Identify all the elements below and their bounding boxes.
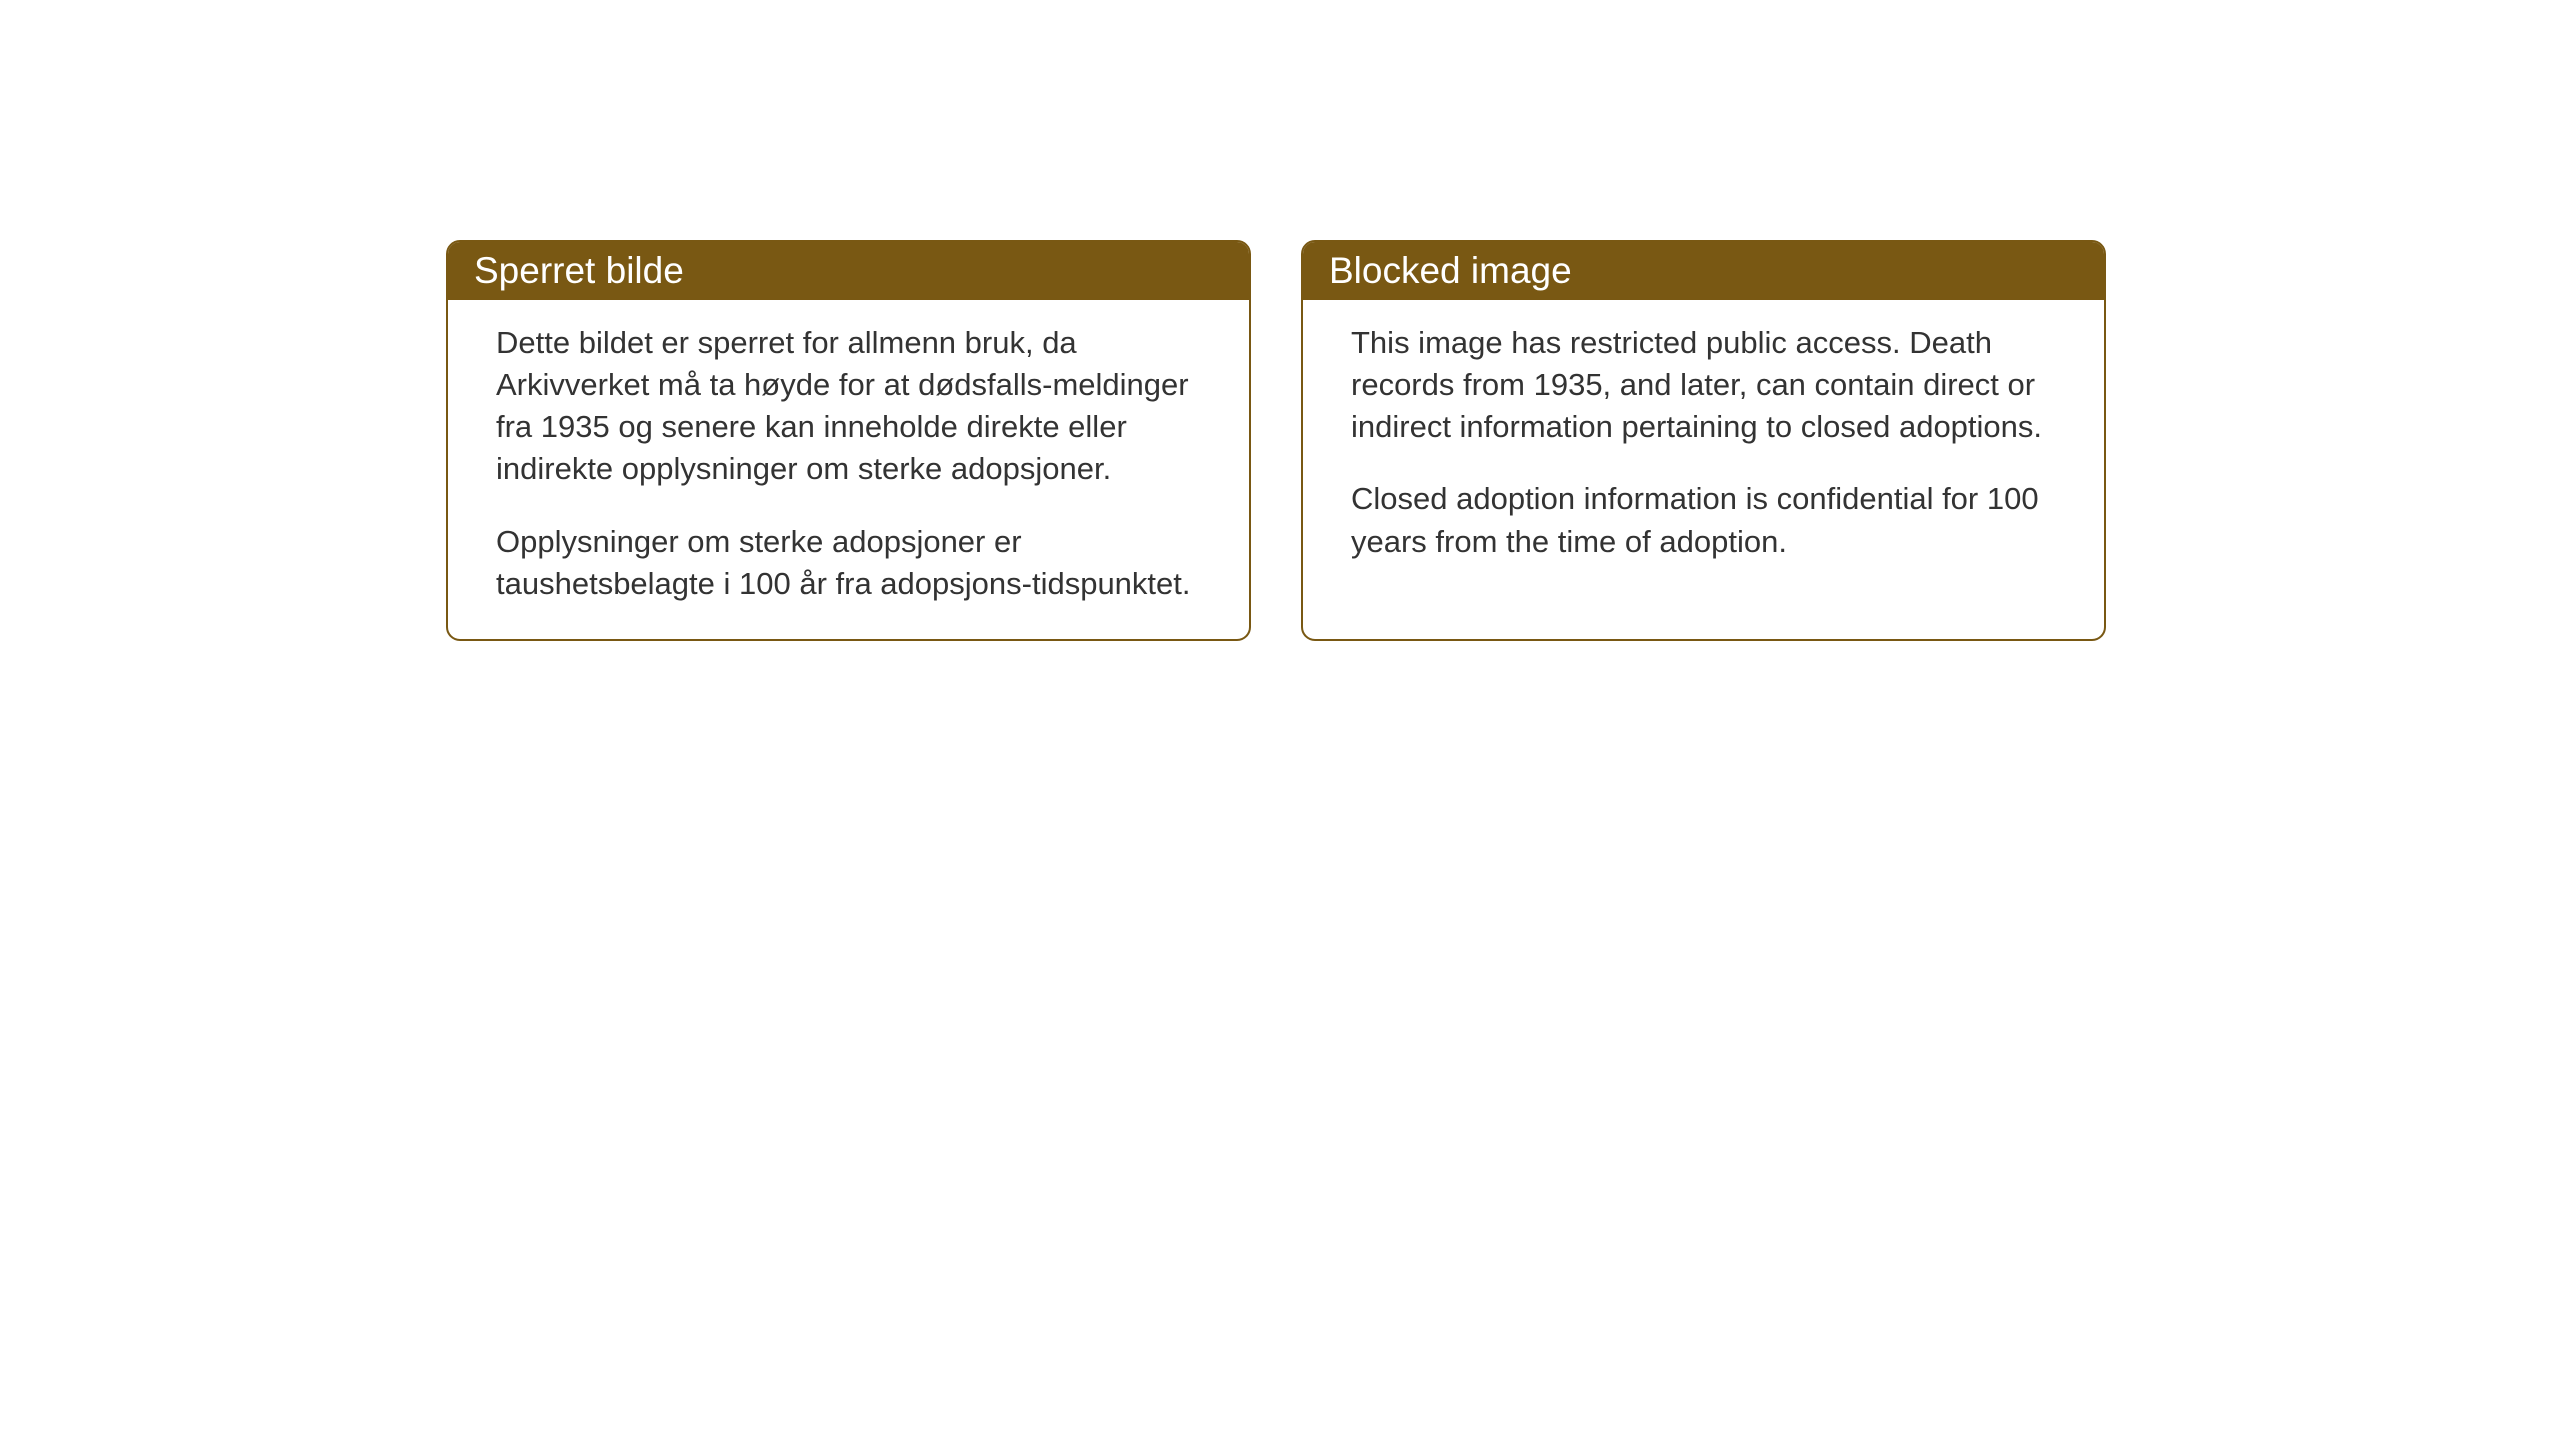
notice-box-english: Blocked image This image has restricted … — [1301, 240, 2106, 641]
notice-paragraph-2-norwegian: Opplysninger om sterke adopsjoner er tau… — [496, 521, 1201, 605]
notice-body-norwegian: Dette bildet er sperret for allmenn bruk… — [448, 300, 1249, 639]
notice-header-english: Blocked image — [1303, 242, 2104, 300]
notice-container: Sperret bilde Dette bildet er sperret fo… — [0, 0, 2560, 641]
notice-title-english: Blocked image — [1329, 250, 1572, 291]
notice-box-norwegian: Sperret bilde Dette bildet er sperret fo… — [446, 240, 1251, 641]
notice-header-norwegian: Sperret bilde — [448, 242, 1249, 300]
notice-paragraph-1-english: This image has restricted public access.… — [1351, 322, 2056, 448]
notice-paragraph-1-norwegian: Dette bildet er sperret for allmenn bruk… — [496, 322, 1201, 491]
notice-paragraph-2-english: Closed adoption information is confident… — [1351, 478, 2056, 562]
notice-title-norwegian: Sperret bilde — [474, 250, 684, 291]
notice-body-english: This image has restricted public access.… — [1303, 300, 2104, 597]
